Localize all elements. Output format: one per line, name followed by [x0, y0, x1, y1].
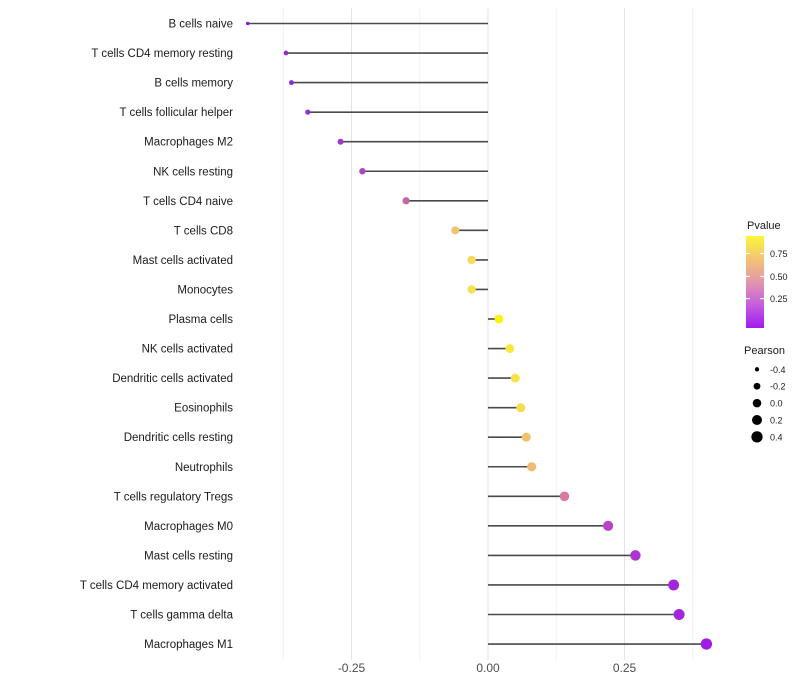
category-label: Dendritic cells activated: [112, 373, 233, 385]
category-label: Macrophages M1: [144, 639, 233, 651]
category-label: B cells memory: [154, 78, 233, 90]
pearson-legend-dot: [753, 382, 761, 390]
pvalue-tick-label: 0.50: [770, 272, 788, 282]
pvalue-tick-label: 0.75: [770, 249, 788, 259]
category-label: T cells CD8: [174, 225, 233, 237]
lollipop-dot: [700, 638, 713, 650]
stems-layer: [247, 22, 707, 645]
category-label: T cells CD4 memory activated: [80, 580, 233, 592]
pvalue-legend-title: Pvalue: [747, 220, 781, 232]
pearson-legend-dot: [751, 414, 763, 426]
category-label: NK cells resting: [153, 166, 233, 178]
lollipop-dot: [668, 579, 680, 591]
gridlines-layer: [282, 8, 694, 660]
pvalue-tick-label: 0.25: [770, 294, 788, 304]
category-label: Neutrophils: [175, 462, 233, 474]
category-label: Eosinophils: [174, 403, 233, 415]
lollipop-dot: [527, 462, 537, 472]
lollipop-dot: [521, 432, 531, 442]
category-label: Mast cells activated: [133, 255, 233, 267]
category-label: Dendritic cells resting: [124, 432, 233, 444]
pearson-legend-label: -0.4: [770, 365, 786, 375]
lollipop-dot: [283, 50, 289, 56]
pearson-legend-dot: [754, 367, 760, 372]
lollipop-dot: [245, 21, 250, 26]
category-label: NK cells activated: [142, 344, 233, 356]
lollipop-dot: [630, 550, 641, 561]
category-label: Macrophages M2: [144, 137, 233, 149]
lollipop-dot: [559, 491, 570, 502]
lollipop-dot: [673, 609, 685, 620]
x-axis-layer: -0.25 0.00 0.25: [338, 661, 637, 675]
x-tick-label: 0.00: [476, 661, 500, 675]
category-label: T cells CD4 naive: [143, 196, 233, 208]
lollipop-dot: [451, 226, 460, 235]
pearson-legend-label: 0.2: [770, 416, 783, 426]
category-label: T cells follicular helper: [119, 107, 233, 119]
x-tick-label: 0.25: [613, 661, 637, 675]
pearson-legend-dot: [752, 398, 762, 408]
pearson-legend-label: 0.4: [770, 432, 783, 442]
x-tick-label: -0.25: [338, 661, 366, 675]
lollipop-dot: [337, 138, 344, 145]
lollipop-dot: [288, 80, 294, 86]
category-label: Macrophages M0: [144, 521, 233, 533]
lollipop-dot: [505, 344, 515, 353]
dots-layer: [245, 21, 713, 650]
lollipop-dot: [510, 373, 520, 383]
pvalue-colorbar: [746, 236, 764, 328]
lollipop-dot: [305, 109, 311, 115]
category-label: Monocytes: [177, 284, 233, 296]
lollipop-dot: [467, 285, 476, 294]
pearson-legend-dot: [751, 431, 763, 443]
category-label: T cells gamma delta: [130, 610, 233, 622]
lollipop-dot: [402, 197, 410, 205]
lollipop-dot: [494, 314, 504, 324]
lollipop-dot: [359, 168, 366, 175]
category-label: Plasma cells: [168, 314, 233, 326]
lollipop-dot: [603, 520, 614, 531]
pearson-legend-label: 0.0: [770, 399, 783, 409]
category-label: Mast cells resting: [144, 550, 233, 562]
category-labels-layer: B cells naive T cells CD4 memory resting B…: [80, 19, 234, 652]
legend-layer: Pvalue 0.75 0.50 0.25 Pearson -0.4 -0.2 0.0 0.2 0…: [744, 220, 788, 443]
pearson-legend-label: -0.2: [770, 382, 786, 392]
category-label: T cells CD4 memory resting: [91, 48, 233, 60]
lollipop-dot: [467, 255, 476, 265]
pearson-legend-title: Pearson: [744, 345, 785, 357]
lollipop-dot: [516, 403, 526, 413]
category-label: T cells regulatory Tregs: [114, 491, 234, 503]
category-label: B cells naive: [168, 19, 233, 31]
